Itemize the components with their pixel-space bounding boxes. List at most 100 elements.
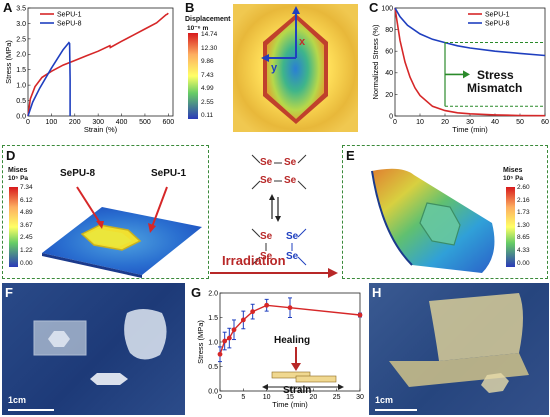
y-tick-label: 0.5 (208, 364, 218, 371)
panel-label-g: G (191, 285, 202, 300)
colorbar-value: 12.30 (201, 44, 218, 52)
panel-c: C 0 10 20 30 40 50 60 0 20 40 60 80 100 Time (min) Nor… (368, 0, 550, 140)
axis-x-label: x (299, 36, 306, 48)
data-point (287, 305, 293, 311)
x-tick-label: 600 (162, 119, 174, 126)
data-point (250, 309, 256, 315)
y-tick-label: 1.0 (208, 339, 218, 346)
colorbar-value: 1.30 (517, 221, 530, 229)
data-point (222, 338, 228, 344)
y-tick-label: 20 (385, 92, 393, 99)
mises-map-d (8, 185, 202, 278)
panel-middle: Se Se Se Se Se Se Se Se Irradiation (210, 145, 340, 279)
cbar-title-b: Displacement (185, 16, 231, 23)
equilibrium-up-head (269, 194, 275, 200)
strain-arrow-right (338, 384, 344, 390)
x-tick-label: 100 (46, 119, 58, 126)
sepu1-arrow (150, 186, 168, 227)
bond-4a (297, 228, 307, 238)
series-line-sepu-1 (27, 12, 169, 117)
mises-colorbar-e (505, 186, 515, 267)
y-tick-label: 3.0 (16, 21, 26, 28)
displacement-colorbar (188, 33, 198, 119)
chart-c: 0 10 20 30 40 50 60 0 20 40 60 80 100 Time (min) Norma… (371, 5, 549, 134)
colorbar-value: 8.65 (517, 234, 530, 242)
plot-frame (394, 7, 546, 117)
axis-y-label: y (271, 62, 278, 74)
x-tick-label: 60 (541, 119, 549, 126)
data-point (226, 335, 232, 341)
data-point (231, 327, 237, 333)
cbar-unit-e: 10⁵ Pa (503, 175, 524, 182)
colorbar-value: 0.11 (201, 112, 214, 119)
colorbar-value: 2.60 (517, 184, 530, 191)
irradiation-arrowhead (328, 268, 338, 278)
diselenide-scheme (210, 154, 338, 278)
colorbar-value: 0.00 (20, 259, 33, 267)
x-axis-label: Strain (%) (84, 125, 118, 134)
cbar-title-e: Mises (503, 167, 523, 174)
x-tick-label: 5 (241, 394, 245, 401)
bond-3c (251, 256, 261, 266)
y-tick-label: 0.0 (208, 388, 218, 395)
x-tick-label: 20 (441, 119, 449, 126)
x-tick-label: 20 (309, 394, 317, 401)
x-tick-label: 400 (116, 119, 128, 126)
colorbar-value: 6.12 (20, 196, 33, 204)
panel-label-d: D (6, 148, 16, 163)
data-point (217, 351, 223, 357)
y-axis-label: Normalized Stress (%) (371, 24, 380, 100)
tag-sepu1: SePU-1 (151, 168, 187, 179)
sepu8-hexagon-d-glow (85, 228, 132, 247)
colorbar-value: 2.55 (201, 98, 214, 106)
strain-label: Strain (283, 385, 312, 396)
panel-f: F 1cm (2, 283, 185, 415)
y-tick-label: 3.5 (16, 5, 26, 12)
se-atom-6: Se (260, 251, 273, 262)
se-atom-4: Se (284, 175, 297, 186)
small-hexagon-sample (481, 373, 509, 393)
x-tick-label: 0 (393, 119, 397, 126)
x-tick-label: 0 (218, 394, 222, 401)
plate-d-edge (41, 252, 142, 278)
y-tick-label: 0.0 (16, 113, 26, 120)
cbar-title-d: Mises (8, 167, 28, 174)
healing-label: Healing (274, 335, 311, 346)
axis-x-arrowhead (292, 6, 300, 14)
x-tick-label: 30 (466, 119, 474, 126)
y-tick-label: 2.5 (16, 36, 26, 43)
se-atom-8: Se (286, 251, 299, 262)
sepu8-hexagon-e (418, 201, 461, 246)
sepu8-arrowhead (95, 220, 104, 229)
panel-label-b: B (185, 0, 195, 15)
colorbar-value: 2.16 (517, 196, 530, 204)
se-atom-1: Se (260, 157, 273, 168)
x-tick-label: 500 (139, 119, 151, 126)
panel-h: H 1cm (369, 283, 549, 415)
scale-label-f: 1cm (8, 395, 27, 405)
tag-sepu8: SePU-8 (60, 168, 96, 179)
x-axis-label: Time (min) (272, 400, 308, 409)
x-tick-label: 10 (263, 394, 271, 401)
scale-label-h: 1cm (375, 395, 394, 405)
colorbar-value: 14.74 (201, 31, 218, 38)
colorbar-value: 9.86 (201, 58, 214, 65)
panel-e: E Mises 10⁵ Pa 2.60 2.16 1.73 1.30 8.65 4.33 0 (342, 145, 548, 279)
sepu1-arrowhead (147, 222, 156, 233)
photo-f (8, 309, 167, 411)
y-tick-label: 0.5 (16, 98, 26, 105)
y-axis-label: Stress (MPa) (196, 320, 205, 364)
cbar-unit-b: 10⁻⁶ m (187, 25, 209, 32)
legend-label: SePU-1 (57, 12, 82, 19)
data-point (240, 317, 246, 323)
y-tick-label: 1.5 (208, 315, 218, 322)
y-tick-label: 2.0 (208, 290, 218, 297)
cbar-unit-d: 10⁵ Pa (8, 175, 29, 182)
se-atom-3: Se (260, 175, 273, 186)
colorbar-value: 1.22 (20, 247, 33, 254)
x-tick-label: 10 (416, 119, 424, 126)
series-line-sepu-1 (394, 7, 546, 117)
irradiation-label: Irradiation (222, 253, 286, 268)
bond-2a (251, 180, 261, 190)
bond-2c (297, 180, 307, 190)
